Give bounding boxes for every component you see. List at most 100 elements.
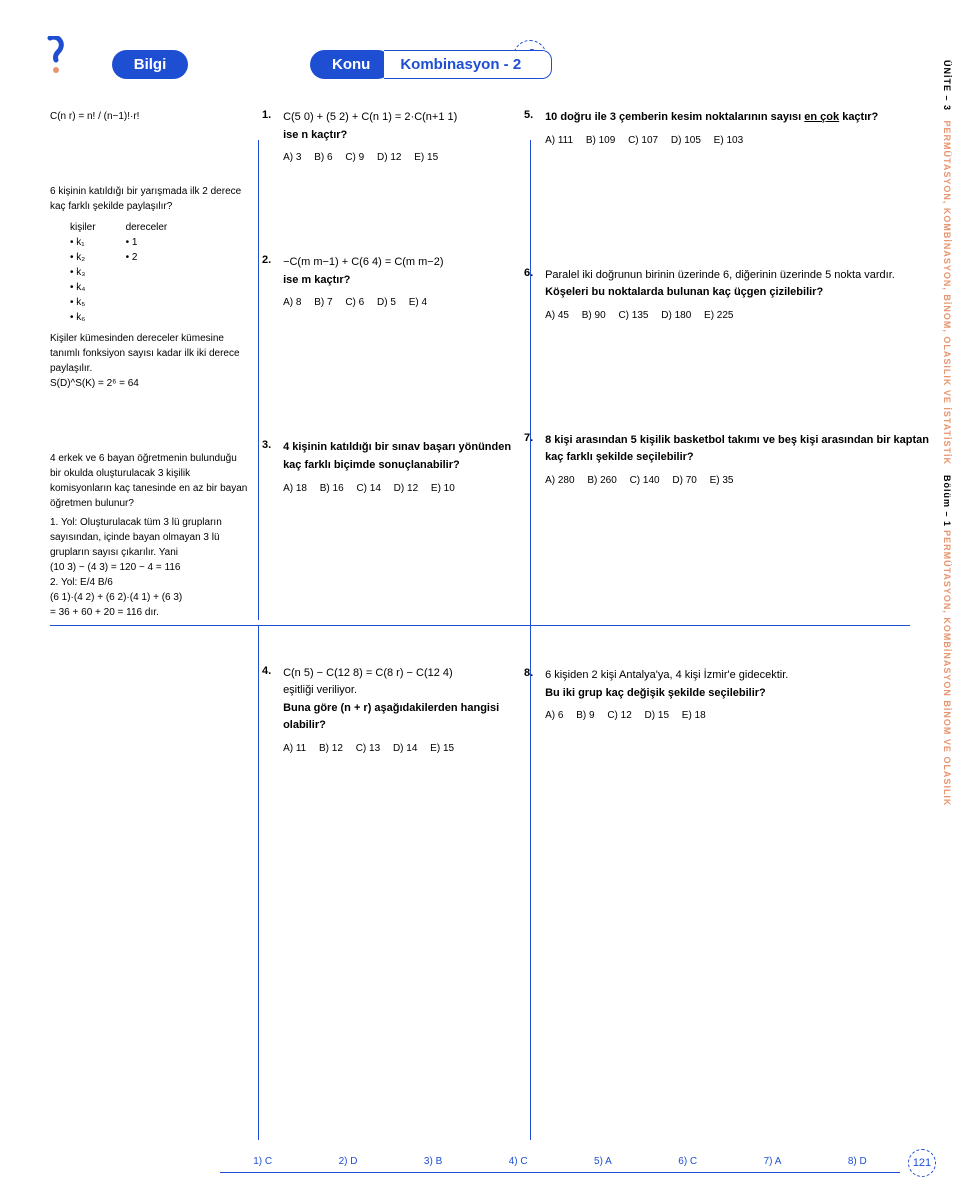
q-num: 4. [262, 665, 280, 677]
question-mark-icon [44, 36, 68, 76]
choice: B) 7 [314, 295, 332, 311]
q-prompt: ise m kaçtır? [283, 274, 350, 286]
bilgi-b2p2: 1. Yol: Oluşturulacak tüm 3 lü grupların… [50, 515, 250, 560]
choices: A) 280 B) 260 C) 140 D) 70 E) 35 [545, 473, 929, 489]
choice: D) 12 [394, 481, 418, 497]
q4-p1: eşitliği veriliyor. [283, 684, 357, 696]
choice: A) 111 [545, 133, 573, 149]
divider [258, 625, 259, 1140]
choice: E) 18 [682, 708, 706, 724]
bilgi-b2p3b: E/4 B/6 [80, 577, 113, 588]
bilgi-b2f2: (6 1)·(4 2) + (6 2)·(4 1) + (6 3) [50, 590, 250, 605]
question-3: 3. 4 kişinin katıldığı bir sınav başarı … [262, 439, 512, 496]
list-item: k₄ [70, 280, 96, 295]
bilgi-header: Bilgi [50, 50, 250, 79]
page-number: 121 [908, 1149, 936, 1177]
choice: E) 35 [710, 473, 734, 489]
bilgi-p1: 6 kişinin katıldığı bir yarışmada ilk 2 … [50, 184, 250, 214]
q4-p2: Buna göre (n + r) aşağıdakilerden hangis… [283, 702, 499, 732]
question-5: 5. 10 doğru ile 3 çemberin kesim noktala… [524, 109, 930, 149]
side-perm1: PERMÜTASYON, KOMBİNASYON, BİNOM, OLASILI… [942, 121, 952, 466]
list-item: k₁ [70, 235, 96, 250]
bilgi-b2f3: = 36 + 60 + 20 = 116 dır. [50, 605, 250, 620]
columns: C(n r) = n! / (n−1)!·r! 6 kişinin katıld… [50, 109, 930, 785]
mid-column: 1. C(5 0) + (5 2) + C(n 1) = 2·C(n+1 1) … [262, 109, 512, 785]
answer: 6) C [678, 1156, 697, 1167]
choice: A) 11 [283, 741, 306, 757]
question-1: 1. C(5 0) + (5 2) + C(n 1) = 2·C(n+1 1) … [262, 109, 512, 166]
q-text: C(n 5) − C(12 8) = C(8 r) − C(12 4) [283, 667, 453, 679]
choice: C) 13 [356, 741, 380, 757]
konu-box: Konu Kombinasyon - 2 [310, 50, 552, 79]
choice: E) 4 [409, 295, 427, 311]
side-tab: ÜNİTE – 3 PERMÜTASYON, KOMBİNASYON, BİNO… [932, 60, 952, 806]
divider [258, 140, 259, 620]
list-item: 1 [126, 235, 168, 250]
choice: A) 8 [283, 295, 301, 311]
choice: C) 140 [630, 473, 660, 489]
q-text: Paralel iki doğrunun birinin üzerinde 6,… [545, 269, 895, 281]
choices: A) 3 B) 6 C) 9 D) 12 E) 15 [283, 150, 511, 166]
header-row: Bilgi Konu Kombinasyon - 2 [50, 50, 930, 79]
choice: E) 15 [430, 741, 454, 757]
choice: B) 12 [319, 741, 343, 757]
answer: 8) D [848, 1156, 867, 1167]
q-num: 1. [262, 109, 280, 121]
side-perm2: PERMÜTASYON, KOMBİNASYON BİNOM VE OLASIL… [942, 530, 952, 806]
question-8: 8. 6 kişiden 2 kişi Antalya'ya, 4 kişi İ… [524, 667, 930, 724]
choice: B) 16 [320, 481, 344, 497]
divider [530, 140, 531, 1140]
q-num: 8. [524, 667, 542, 679]
choice: C) 107 [628, 133, 658, 149]
dereceler-header: dereceler [126, 220, 168, 235]
q-text: 10 doğru ile 3 çemberin kesim noktaların… [545, 111, 878, 123]
bilgi-pill: Bilgi [112, 50, 189, 79]
choice: D) 70 [672, 473, 696, 489]
kisiler-table: kişiler k₁ k₂ k₃ k₄ k₅ k₆ dereceler 1 2 [70, 220, 250, 325]
choice: D) 105 [671, 133, 701, 149]
answer-key: 1) C 2) D 3) B 4) C 5) A 6) C 7) A 8) D [220, 1153, 900, 1173]
choices: A) 18 B) 16 C) 14 D) 12 E) 10 [283, 481, 511, 497]
choices: A) 11 B) 12 C) 13 D) 14 E) 15 [283, 741, 511, 757]
q6-p1: Köşeleri bu noktalarda bulunan kaç üçgen… [545, 286, 823, 298]
choice: A) 6 [545, 708, 563, 724]
choice: C) 12 [607, 708, 631, 724]
choice: C) 9 [345, 150, 364, 166]
bilgi-p2: Kişiler kümesinden dereceler kümesine ta… [50, 331, 250, 376]
konu-title: Kombinasyon - 2 [384, 50, 552, 79]
choice: B) 90 [582, 308, 606, 324]
q-num: 3. [262, 439, 280, 451]
q-text: 8 kişi arasından 5 kişilik basketbol tak… [545, 434, 929, 464]
q-text: 6 kişiden 2 kişi Antalya'ya, 4 kişi İzmi… [545, 669, 788, 681]
choice: D) 15 [645, 708, 669, 724]
choices: A) 6 B) 9 C) 12 D) 15 E) 18 [545, 708, 929, 724]
list-item: k₅ [70, 295, 96, 310]
bilgi-b2f1: (10 3) − (4 3) = 120 − 4 = 116 [50, 560, 250, 575]
choice: C) 6 [345, 295, 364, 311]
question-4: 4. C(n 5) − C(12 8) = C(8 r) − C(12 4) e… [262, 665, 512, 757]
list-item: k₆ [70, 310, 96, 325]
list-item: k₃ [70, 265, 96, 280]
bilgi-formula: C(n r) = n! / (n−1)!·r! [50, 109, 250, 124]
choice: A) 45 [545, 308, 569, 324]
choice: C) 135 [618, 308, 648, 324]
answer: 3) B [424, 1156, 442, 1167]
choice: E) 15 [414, 150, 438, 166]
question-2: 2. −C(m m−1) + C(6 4) = C(m m−2) ise m k… [262, 254, 512, 311]
choice: E) 10 [431, 481, 455, 497]
choice: A) 3 [283, 150, 301, 166]
q-num: 7. [524, 432, 542, 444]
choice: D) 180 [661, 308, 691, 324]
choice: B) 260 [587, 473, 616, 489]
question-7: 7. 8 kişi arasından 5 kişilik basketbol … [524, 432, 930, 489]
kisiler-header: kişiler [70, 220, 96, 235]
bolum-label: Bölüm – 1 [942, 475, 952, 527]
answer: 7) A [764, 1156, 782, 1167]
answer: 2) D [339, 1156, 358, 1167]
choice: B) 9 [576, 708, 594, 724]
q-num: 2. [262, 254, 280, 266]
choice: B) 109 [586, 133, 615, 149]
answer: 5) A [594, 1156, 612, 1167]
divider [50, 625, 910, 626]
choices: A) 111 B) 109 C) 107 D) 105 E) 103 [545, 133, 929, 149]
